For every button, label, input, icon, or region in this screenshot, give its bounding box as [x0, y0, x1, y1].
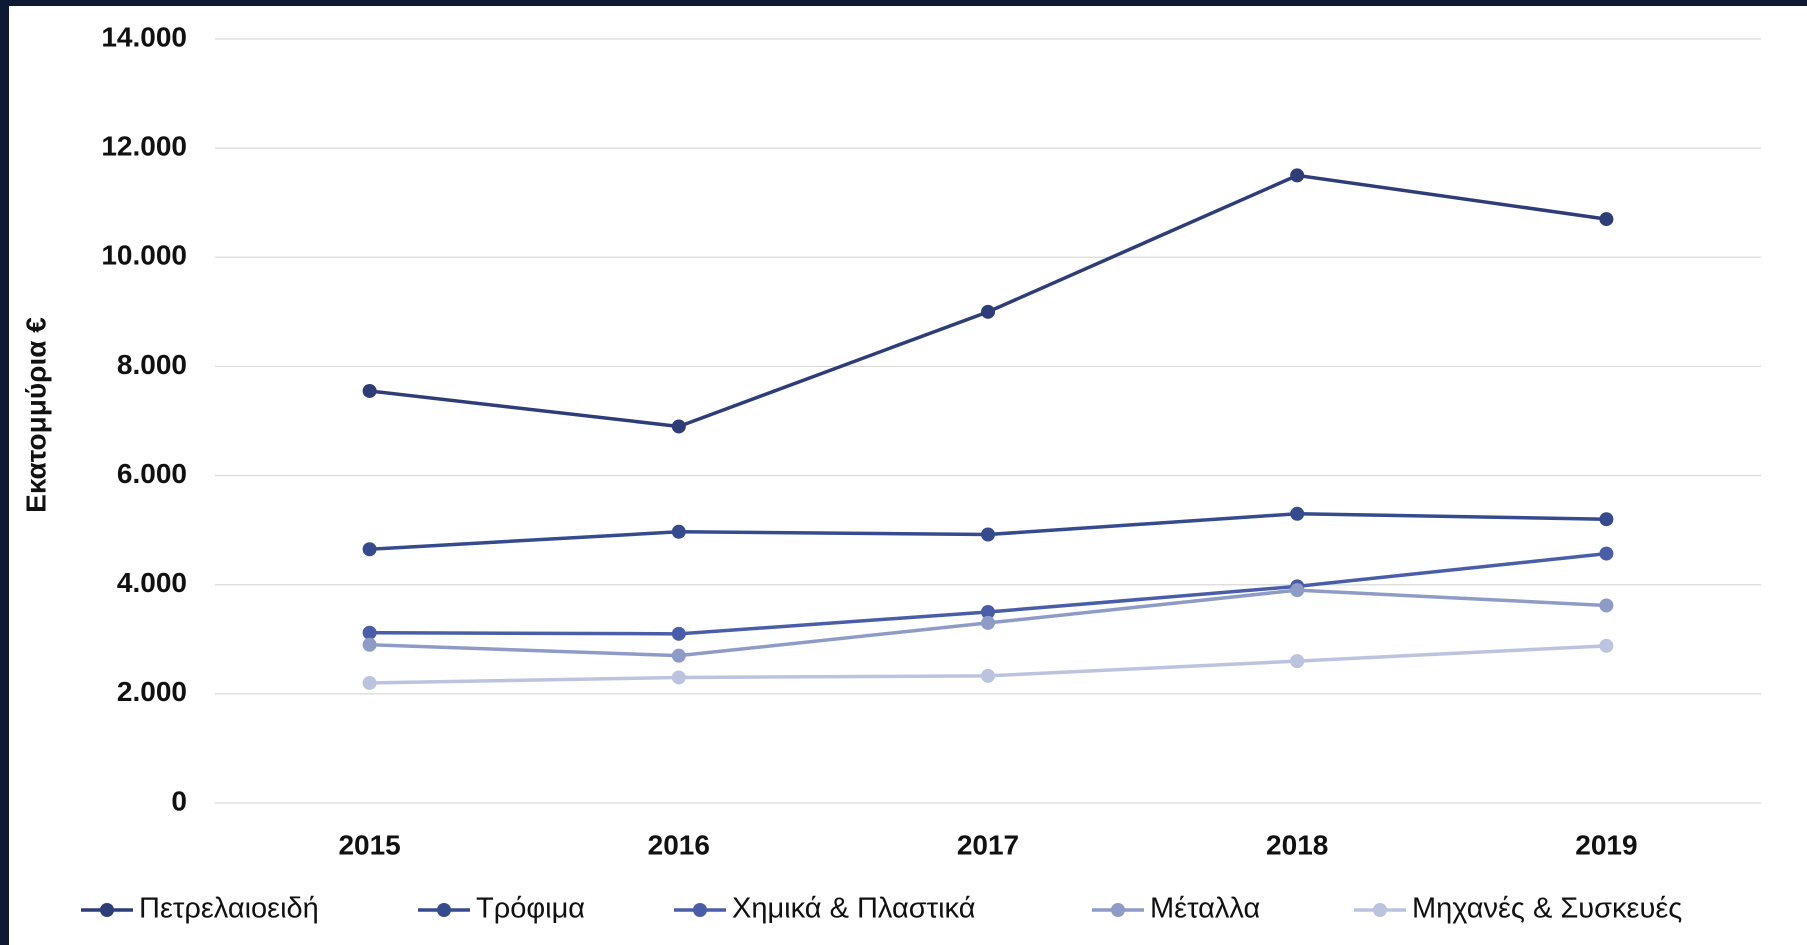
data-point: [1290, 654, 1305, 669]
data-point: [1290, 583, 1305, 598]
data-point: [981, 615, 995, 630]
data-point: [671, 648, 686, 663]
data-point: [1599, 212, 1614, 227]
legend-marker: [1111, 903, 1125, 917]
y-tick-label: 2.000: [117, 676, 187, 707]
y-tick-label: 10.000: [101, 240, 187, 271]
legend-marker: [100, 903, 114, 917]
data-point: [362, 383, 377, 398]
data-point: [362, 542, 377, 557]
x-tick-label: 2018: [1266, 829, 1328, 860]
data-point: [362, 625, 377, 640]
data-point: [1290, 168, 1305, 183]
y-tick-label: 12.000: [101, 131, 187, 162]
data-point: [1599, 512, 1614, 527]
x-tick-label: 2017: [957, 829, 1019, 860]
data-point: [1290, 506, 1305, 521]
legend-label: Τρόφιμα: [476, 893, 585, 925]
data-point: [981, 605, 995, 619]
legend-label: Χημικά & Πλαστικά: [732, 893, 975, 925]
legend-label: Μηχανές & Συσκευές: [1412, 893, 1682, 925]
y-tick-label: 0: [171, 785, 187, 816]
data-point: [362, 637, 377, 652]
legend-marker: [693, 903, 707, 917]
x-tick-label: 2016: [648, 829, 710, 860]
data-point: [981, 668, 995, 683]
legend-marker: [437, 903, 451, 917]
legend-marker: [1373, 903, 1387, 917]
y-tick-label: 8.000: [117, 349, 187, 380]
y-axis-label: Εκατομμύρια €: [20, 317, 51, 513]
x-tick-label: 2019: [1575, 829, 1637, 860]
data-point: [1599, 598, 1614, 613]
data-point: [671, 670, 686, 685]
data-point: [671, 524, 686, 539]
data-point: [671, 419, 686, 434]
legend-label: Πετρελαιοειδή: [139, 893, 319, 925]
data-point: [1599, 546, 1614, 561]
x-tick-label: 2015: [338, 829, 400, 860]
data-point: [981, 527, 995, 542]
data-point: [362, 675, 377, 690]
y-tick-label: 4.000: [117, 567, 187, 598]
y-tick-label: 14.000: [101, 21, 187, 52]
data-point: [1599, 638, 1614, 653]
data-point: [671, 626, 686, 641]
legend-label: Μέταλλα: [1150, 893, 1260, 925]
y-tick-label: 6.000: [117, 458, 187, 489]
data-point: [981, 304, 995, 319]
